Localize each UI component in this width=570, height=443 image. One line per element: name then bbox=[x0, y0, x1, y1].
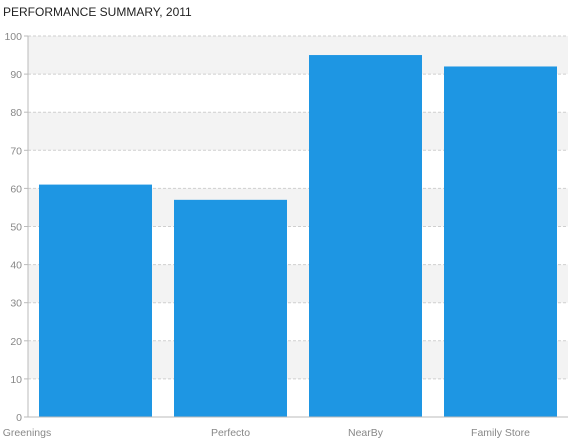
y-axis-tick-labels: 0 10 20 30 40 50 60 70 80 90 100 bbox=[4, 31, 22, 424]
bar-perfecto[interactable] bbox=[174, 199, 287, 417]
bars bbox=[39, 55, 557, 418]
x-tick-label: Perfecto bbox=[211, 427, 250, 439]
bar-nearby[interactable] bbox=[309, 55, 422, 418]
y-tick-label: 80 bbox=[10, 107, 22, 119]
y-tick-label: 60 bbox=[10, 183, 22, 195]
y-tick-label: 40 bbox=[10, 260, 22, 272]
y-tick-label: 100 bbox=[4, 31, 22, 43]
y-tick-label: 0 bbox=[16, 412, 22, 424]
bar-greenings[interactable] bbox=[39, 184, 152, 417]
x-tick-label: Greenings bbox=[3, 427, 51, 439]
y-tick-label: 20 bbox=[10, 336, 22, 348]
y-tick-label: 50 bbox=[10, 222, 22, 234]
axes bbox=[24, 35, 568, 418]
x-tick-label: Family Store bbox=[471, 427, 530, 439]
x-tick-label: NearBy bbox=[348, 427, 384, 439]
y-tick-label: 90 bbox=[10, 69, 22, 81]
x-axis-tick-labels: Greenings Perfecto NearBy Family Store bbox=[3, 427, 530, 439]
bar-family-store[interactable] bbox=[444, 66, 557, 417]
y-tick-label: 10 bbox=[10, 374, 22, 386]
y-tick-label: 70 bbox=[10, 145, 22, 157]
y-tick-label: 30 bbox=[10, 298, 22, 310]
chart-title: PERFORMANCE SUMMARY, 2011 bbox=[3, 5, 192, 19]
